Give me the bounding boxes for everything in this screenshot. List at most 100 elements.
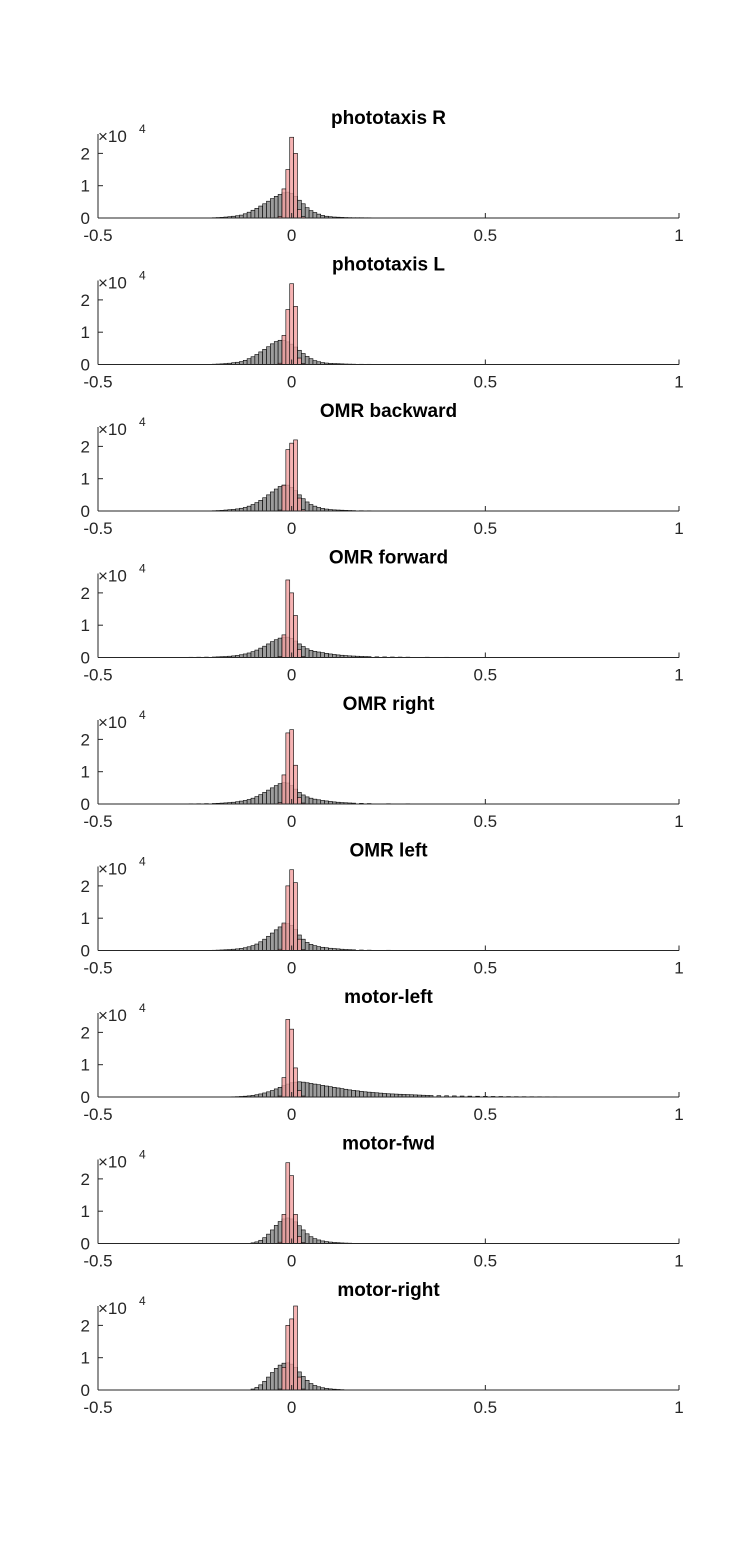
bar <box>262 792 267 805</box>
bar <box>262 203 267 219</box>
x-tick-label: 0.5 <box>474 1398 498 1417</box>
x-tick-label: 1 <box>674 812 683 831</box>
x-tick-label: 0 <box>287 226 296 245</box>
x-tick-label: -0.5 <box>83 519 112 538</box>
bar <box>262 1092 267 1098</box>
bar <box>304 501 310 512</box>
x-tick-label: 0 <box>287 519 296 538</box>
x-tick-label: -0.5 <box>83 373 112 392</box>
bar <box>262 349 267 365</box>
bar <box>258 794 263 805</box>
bar <box>335 1087 341 1098</box>
bar <box>301 1376 306 1391</box>
bar <box>258 351 263 365</box>
bar <box>304 942 310 951</box>
bar <box>250 945 256 951</box>
bar <box>277 637 283 658</box>
x-tick-label: 0.5 <box>474 226 498 245</box>
bar <box>250 651 256 658</box>
bar <box>262 938 267 951</box>
series-red <box>277 439 306 512</box>
bar <box>347 1089 352 1098</box>
bar <box>301 938 306 951</box>
panel-title: phototaxis R <box>331 108 446 129</box>
bar <box>316 213 322 219</box>
bar <box>266 200 271 219</box>
bar <box>289 869 294 951</box>
bar <box>297 1236 302 1244</box>
y-exponent-label: ×10 <box>98 1006 127 1025</box>
bar <box>273 639 279 658</box>
y-tick-label: 0 <box>81 1088 90 1107</box>
x-tick-label: 1 <box>674 1252 683 1271</box>
x-tick-label: 0 <box>287 373 296 392</box>
x-tick-label: -0.5 <box>83 226 112 245</box>
bar <box>308 797 314 805</box>
y-tick-label: 2 <box>81 144 90 163</box>
bar <box>246 799 252 805</box>
bar <box>343 1088 349 1098</box>
x-tick-label: 0 <box>287 1398 296 1417</box>
bar <box>281 774 287 805</box>
bar <box>328 653 333 658</box>
bar <box>273 488 279 512</box>
x-tick-label: 0 <box>287 1105 296 1124</box>
bar <box>262 1380 267 1391</box>
x-tick-label: 0 <box>287 666 296 685</box>
panel-title: motor-fwd <box>342 1134 435 1155</box>
y-exponent-sup: 4 <box>139 1294 146 1308</box>
y-tick-label: 1 <box>81 909 90 928</box>
y-tick-label: 0 <box>81 795 90 814</box>
bar <box>246 211 252 219</box>
bar <box>266 494 271 512</box>
bar <box>266 1091 271 1098</box>
bar <box>246 358 252 365</box>
bar <box>270 787 275 805</box>
x-tick-label: 1 <box>674 959 683 978</box>
bar <box>289 1175 294 1244</box>
bar <box>281 1077 287 1098</box>
bar <box>366 1091 372 1098</box>
bar <box>293 153 298 219</box>
panel-title: OMR backward <box>320 401 457 422</box>
bar <box>262 497 267 512</box>
bar <box>285 309 291 365</box>
y-tick-label: 2 <box>81 1170 90 1189</box>
bar <box>304 356 310 365</box>
bar <box>308 1383 314 1391</box>
y-tick-label: 0 <box>81 942 90 961</box>
bar <box>382 1093 387 1098</box>
bar <box>281 188 287 219</box>
bar <box>304 207 310 219</box>
bar <box>277 1087 283 1098</box>
bar <box>293 1214 298 1244</box>
panel-title: motor-right <box>337 1280 440 1301</box>
y-exponent-label: ×10 <box>98 127 127 146</box>
x-tick-label: -0.5 <box>83 959 112 978</box>
bar <box>293 439 298 512</box>
bar <box>277 1364 283 1391</box>
y-tick-label: 2 <box>81 437 90 456</box>
bar <box>289 1028 294 1098</box>
bar <box>273 785 279 805</box>
bar <box>339 1088 345 1098</box>
x-tick-label: 0.5 <box>474 519 498 538</box>
y-exponent-label: ×10 <box>98 420 127 439</box>
bar <box>258 1384 263 1391</box>
bar <box>297 357 302 365</box>
panel-title: OMR right <box>343 694 435 715</box>
bar <box>293 615 298 658</box>
bar <box>250 797 256 805</box>
bar <box>308 504 314 512</box>
bar <box>277 486 283 512</box>
bar <box>289 283 294 365</box>
bar <box>324 1085 329 1098</box>
panel-title: OMR left <box>349 841 428 862</box>
y-exponent-label: ×10 <box>98 1153 127 1172</box>
x-tick-label: 1 <box>674 226 683 245</box>
bar <box>273 1225 279 1244</box>
